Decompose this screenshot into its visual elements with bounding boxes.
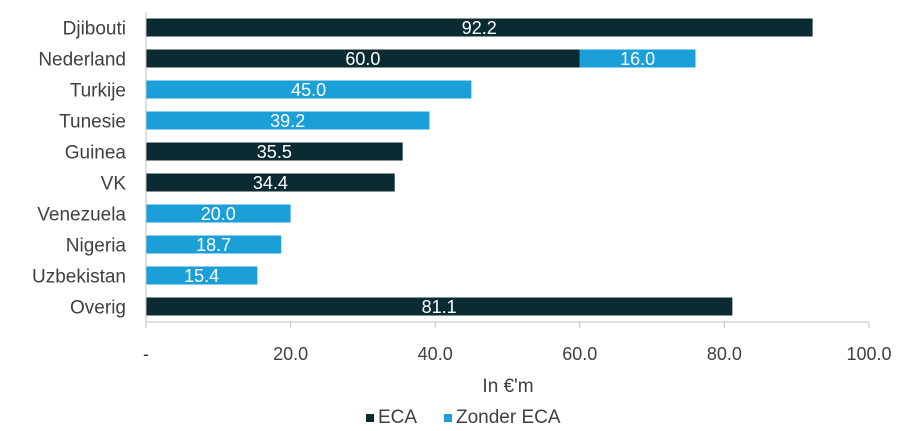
- x-tick-label: 20.0: [273, 344, 308, 364]
- bar-djibouti-eca: [146, 18, 813, 37]
- category-label: VK: [101, 174, 127, 195]
- bar-value-label: 20.0: [201, 204, 236, 224]
- bar-value-label: 60.0: [345, 49, 380, 69]
- bar-value-label: 34.4: [253, 173, 288, 193]
- bar-guinea-eca: [146, 142, 403, 161]
- bar-uzbekistan-zonder-eca: [146, 266, 258, 285]
- bar-value-label: 45.0: [291, 80, 326, 100]
- bar-turkije-zonder-eca: [146, 80, 472, 99]
- bar-overig-eca: [146, 297, 733, 316]
- bar-nigeria-zonder-eca: [146, 235, 282, 254]
- x-tick-label: 80.0: [707, 344, 742, 364]
- bar-value-label: 81.1: [422, 297, 457, 317]
- x-axis-title: In €'m: [482, 376, 533, 397]
- x-tick-label: -: [143, 344, 149, 364]
- x-ticks: - 20.0 40.0 60.0 80.0 100.0: [143, 322, 892, 364]
- category-label: Tunesie: [59, 112, 126, 133]
- bar-venezuela-zonder-eca: [146, 204, 291, 223]
- bar-value-label: 18.7: [196, 235, 231, 255]
- bar-value-label: 35.5: [257, 142, 292, 162]
- legend-label-zonder-eca: Zonder ECA: [456, 407, 561, 428]
- x-tick-label: 60.0: [562, 344, 597, 364]
- category-label: Nederland: [38, 50, 126, 71]
- x-tick-label: 100.0: [846, 344, 891, 364]
- category-label: Turkije: [70, 81, 126, 102]
- category-label: Nigeria: [66, 236, 127, 257]
- category-label: Venezuela: [37, 205, 126, 226]
- category-label: Guinea: [65, 143, 127, 164]
- legend-swatch-eca: [366, 414, 374, 422]
- category-labels: Djibouti Nederland Turkije Tunesie Guinea VK V…: [32, 19, 126, 319]
- bar-tunesie-zonder-eca: [146, 111, 430, 130]
- bar-value-label: 15.4: [184, 266, 219, 286]
- category-label: Overig: [70, 298, 126, 319]
- legend-label-eca: ECA: [378, 407, 417, 428]
- category-label: Uzbekistan: [32, 267, 126, 288]
- x-tick-label: 40.0: [418, 344, 453, 364]
- bar-value-label: 92.2: [462, 18, 497, 38]
- bars-layer: 92.2 60.0 16.0 45.0 39.2 35.5 34.4 20.0 18.7 15.4…: [146, 18, 813, 317]
- bar-nederland-zonder-eca: [579, 49, 696, 68]
- legend-swatch-zonder-eca: [444, 414, 452, 422]
- bar-value-label: 39.2: [270, 111, 305, 131]
- bar-nederland-eca: [146, 49, 580, 68]
- bar-value-label: 16.0: [620, 49, 655, 69]
- bar-vk-eca: [146, 173, 395, 192]
- legend: ECA Zonder ECA: [366, 407, 561, 428]
- category-label: Djibouti: [63, 19, 126, 40]
